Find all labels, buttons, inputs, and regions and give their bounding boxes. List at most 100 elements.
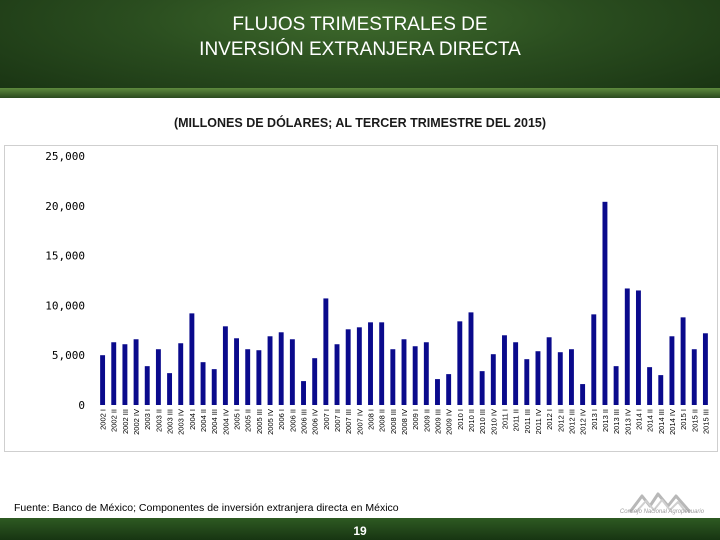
bar: [435, 379, 440, 405]
x-tick-label: 2007 II: [333, 409, 342, 432]
x-tick-label: 2014 I: [634, 409, 643, 430]
x-tick-label: 2010 II: [467, 409, 476, 432]
bar: [401, 339, 407, 405]
page-title-line-1: FLUJOS TRIMESTRALES DE: [232, 14, 488, 35]
y-tick-label: 20,000: [45, 200, 85, 213]
x-tick-label: 2009 IV: [445, 409, 454, 435]
x-tick-label: 2015 I: [679, 409, 688, 430]
bar: [580, 384, 586, 405]
x-tick-label: 2010 III: [478, 409, 487, 434]
x-tick-label: 2013 I: [590, 409, 599, 430]
x-tick-label: 2013 IV: [623, 409, 632, 435]
bar: [122, 344, 128, 405]
bar: [267, 336, 273, 405]
x-tick-label: 2003 II: [154, 409, 163, 432]
bar: [513, 342, 519, 405]
x-tick-label: 2003 III: [166, 409, 175, 434]
x-tick-label: 2004 IV: [221, 409, 230, 435]
bar: [613, 366, 619, 405]
x-tick-label: 2014 II: [646, 409, 655, 432]
bar: [602, 201, 608, 405]
bar: [390, 349, 396, 405]
bar: [680, 317, 686, 405]
bar: [200, 362, 206, 405]
page-number: 19: [353, 524, 367, 538]
bar: [155, 349, 161, 405]
bar: [379, 322, 385, 405]
x-tick-label: 2003 I: [143, 409, 152, 430]
bar: [502, 335, 507, 405]
logo-label: Consejo Nacional Agropecuario: [619, 509, 705, 515]
bar: [178, 343, 184, 405]
bar: [211, 369, 217, 405]
x-tick-label: 2006 III: [300, 409, 309, 434]
x-tick-label: 2007 III: [344, 409, 353, 434]
chart-subtitle: (MILLONES DE DÓLARES; AL TERCER TRIMESTR…: [173, 116, 547, 130]
bar: [289, 339, 295, 405]
bar: [468, 312, 474, 405]
bar: [535, 351, 541, 405]
x-tick-label: 2004 III: [210, 409, 219, 434]
x-tick-label: 2010 IV: [489, 409, 498, 435]
x-tick-label: 2005 I: [233, 409, 242, 430]
bar: [557, 352, 563, 405]
x-tick-label: 2011 II: [512, 409, 521, 431]
bar: [423, 342, 429, 405]
x-tick-label: 2005 II: [244, 409, 253, 432]
bar: [222, 326, 228, 405]
bar: [245, 349, 251, 405]
x-tick-label: 2006 I: [277, 409, 286, 430]
page-title-line-2: INVERSIÓN EXTRANJERA DIRECTA: [199, 39, 521, 60]
x-tick-label: 2003 IV: [177, 409, 186, 435]
y-tick-label: 25,000: [45, 150, 85, 163]
x-tick-label: 2008 IV: [400, 409, 409, 435]
x-tick-label: 2012 I: [545, 409, 554, 430]
x-tick-label: 2002 II: [110, 409, 119, 432]
bar: [524, 359, 530, 405]
x-tick-label: 2006 II: [288, 409, 297, 432]
x-tick-label: 2015 II: [690, 409, 699, 432]
bar: [345, 329, 351, 405]
header-background: [0, 0, 720, 98]
x-tick-label: 2014 III: [657, 409, 666, 434]
chart-frame: 0 5,000 10,000 15,000 20,000 25,000 2002 I 2002…: [4, 145, 718, 452]
x-tick-label: 2004 II: [199, 409, 208, 432]
y-tick-label: 15,000: [45, 250, 85, 263]
bar: [658, 375, 664, 405]
x-tick-label: 2012 II: [556, 409, 565, 432]
x-tick-label: 2002 I: [99, 409, 108, 430]
bar: [278, 332, 284, 405]
x-tick-label: 2013 II: [601, 409, 610, 432]
x-tick-label: 2007 I: [322, 409, 331, 430]
x-tick-label: 2009 II: [422, 409, 431, 432]
y-tick-label: 5,000: [52, 349, 85, 362]
source-note: Fuente: Banco de México; Componentes de …: [14, 502, 399, 514]
bar: [100, 355, 106, 405]
x-tick-label: 2008 II: [378, 409, 387, 432]
bar: [479, 371, 485, 405]
bar: [591, 314, 597, 405]
x-tick-label: 2013 III: [612, 409, 621, 434]
bar: [691, 349, 697, 405]
x-tick-label: 2004 I: [188, 409, 197, 430]
x-tick-label: 2011 IV: [534, 409, 543, 434]
bar: [702, 333, 708, 405]
bar: [312, 358, 318, 405]
bar: [624, 288, 630, 405]
organization-logo: [628, 492, 692, 513]
bar: [301, 381, 306, 405]
x-tick-label: 2011 I: [500, 409, 509, 429]
x-tick-label: 2002 III: [121, 409, 130, 434]
bar: [167, 373, 173, 405]
page-title: FLUJOS TRIMESTRALES DE INVERSIÓN EXTRANJ…: [0, 12, 720, 62]
x-tick-label: 2010 I: [456, 409, 465, 430]
footer-bar: [0, 518, 720, 540]
x-tick-label: 2007 IV: [355, 409, 364, 435]
bar: [635, 290, 641, 405]
bar: [133, 339, 139, 405]
x-tick-label: 2012 III: [567, 409, 576, 434]
bar: [457, 321, 463, 405]
y-tick-label: 0: [78, 399, 85, 412]
x-tick-label: 2009 III: [433, 409, 442, 434]
